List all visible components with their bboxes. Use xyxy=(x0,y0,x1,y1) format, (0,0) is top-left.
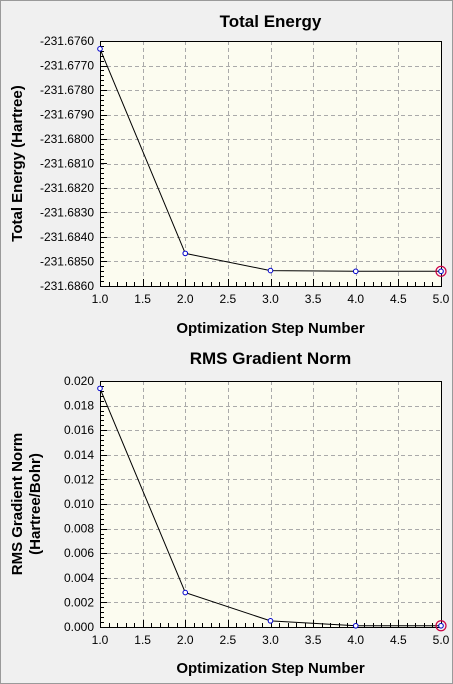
chart-1-y-tick-label: 0.020 xyxy=(64,374,94,388)
chart-0-x-tick-label: 4.0 xyxy=(347,292,364,306)
chart-0-data-point xyxy=(267,267,274,274)
chart-1-x-axis-label: Optimization Step Number xyxy=(176,660,365,677)
chart-1-y-tick-label: 0.008 xyxy=(64,522,94,536)
chart-0-y-tick-label: -231.6860 xyxy=(40,279,94,293)
chart-1-y-axis-label: (Hartree/Bohr) xyxy=(27,453,44,555)
chart-0-data-point xyxy=(97,46,103,52)
chart-0-title: Total Energy xyxy=(220,12,322,31)
chart-0-y-tick-label: -231.6770 xyxy=(40,59,94,73)
chart-0-data-point xyxy=(182,250,189,257)
chart-0-y-tick-label: -231.6760 xyxy=(40,34,94,48)
chart-0-x-tick-label: 3.5 xyxy=(305,292,322,306)
chart-0-y-tick-label: -231.6840 xyxy=(40,230,94,244)
chart-0-y-tick-label: -231.6820 xyxy=(40,181,94,195)
chart-0-y-tick-label: -231.6780 xyxy=(40,83,94,97)
chart-0-x-tick-label: 3.0 xyxy=(262,292,279,306)
chart-0-current-point-marker xyxy=(435,265,447,277)
chart-0-x-tick-label: 1.0 xyxy=(92,292,109,306)
chart-1-y-tick-label: 0.006 xyxy=(64,546,94,560)
chart-0-y-tick-label: -231.6800 xyxy=(40,132,94,146)
chart-1-y-tick-label: 0.016 xyxy=(64,423,94,437)
chart-0-data-point xyxy=(438,268,444,275)
chart-1-current-point-marker xyxy=(435,620,447,632)
chart-1-y-tick-label: 0.004 xyxy=(64,571,94,585)
chart-0-x-tick-label: 5.0 xyxy=(433,292,450,306)
chart-1-x-tick-label: 2.0 xyxy=(177,633,194,647)
chart-0-y-tick-label: -231.6830 xyxy=(40,206,94,220)
chart-1-x-tick-label: 5.0 xyxy=(433,633,450,647)
chart-0-x-tick-label: 2.5 xyxy=(220,292,237,306)
chart-0-y-axis-label: Total Energy (Hartree) xyxy=(9,85,26,241)
chart-1-y-tick-label: 0.002 xyxy=(64,595,94,609)
chart-0-x-tick-label: 4.5 xyxy=(390,292,407,306)
chart-1-y-tick-label: 0.010 xyxy=(64,497,94,511)
chart-1-x-tick-label: 4.5 xyxy=(390,633,407,647)
chart-1-x-tick-label: 3.5 xyxy=(305,633,322,647)
chart-1-data-point xyxy=(182,589,189,596)
chart-1-x-tick-label: 1.5 xyxy=(134,633,151,647)
chart-1-y-tick-label: 0.018 xyxy=(64,399,94,413)
chart-1-y-axis-label: RMS Gradient Norm xyxy=(9,433,26,576)
chart-1-y-tick-label: 0.012 xyxy=(64,472,94,486)
chart-0-y-tick-label: -231.6850 xyxy=(40,255,94,269)
chart-0-data-point xyxy=(352,268,359,275)
chart-1-x-tick-label: 3.0 xyxy=(262,633,279,647)
chart-0-x-tick-label: 2.0 xyxy=(177,292,194,306)
chart-1-data-point xyxy=(267,618,274,624)
chart-1-data-point xyxy=(438,622,444,629)
chart-0-x-tick-label: 1.5 xyxy=(134,292,151,306)
chart-1-x-tick-label: 2.5 xyxy=(220,633,237,647)
chart-1-x-tick-label: 4.0 xyxy=(347,633,364,647)
chart-1-title: RMS Gradient Norm xyxy=(190,349,352,368)
chart-1-y-tick-label: 0.000 xyxy=(64,620,94,634)
chart-0-y-tick-label: -231.6810 xyxy=(40,157,94,171)
chart-0-y-tick-label: -231.6790 xyxy=(40,108,94,122)
chart-1-data-point xyxy=(97,385,103,392)
chart-1-x-tick-label: 1.0 xyxy=(92,633,109,647)
chart-0-x-axis-label: Optimization Step Number xyxy=(176,320,365,337)
chart-1-y-tick-label: 0.014 xyxy=(64,448,94,462)
chart-1-data-point xyxy=(352,622,359,629)
chart-0-plot-area xyxy=(100,41,441,286)
